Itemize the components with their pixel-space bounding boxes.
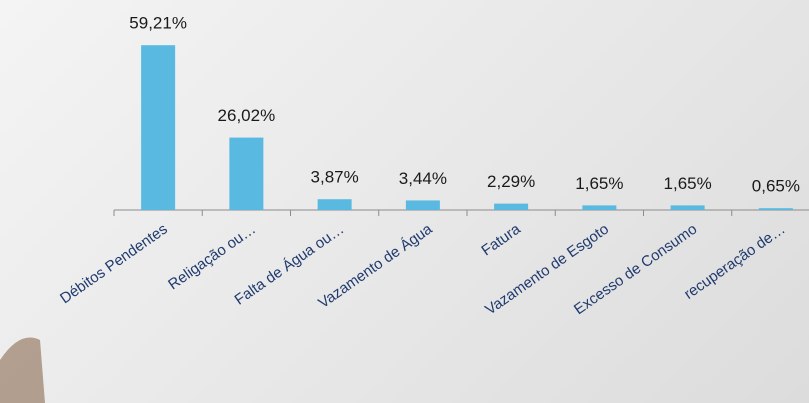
bar [670, 205, 705, 210]
value-label: 26,02% [218, 106, 276, 125]
value-label: 3,44% [399, 169, 447, 188]
bar [229, 137, 264, 210]
value-label: 1,65% [664, 174, 712, 193]
x-tick-label: Religação ou… [165, 221, 259, 294]
background-figure [0, 337, 45, 403]
bar [582, 205, 617, 210]
bar [758, 208, 793, 210]
bar [141, 45, 176, 210]
value-label: 59,21% [129, 14, 187, 33]
bar [405, 200, 440, 210]
x-tick-label: Fatura [478, 220, 524, 259]
value-label: 1,65% [575, 174, 623, 193]
bar [317, 199, 352, 210]
value-label: 2,29% [487, 172, 535, 191]
bar [494, 203, 529, 210]
value-label: 3,87% [311, 168, 359, 187]
value-label: 0,65% [752, 177, 800, 196]
x-tick-label: Débitos Pendentes [57, 221, 171, 308]
